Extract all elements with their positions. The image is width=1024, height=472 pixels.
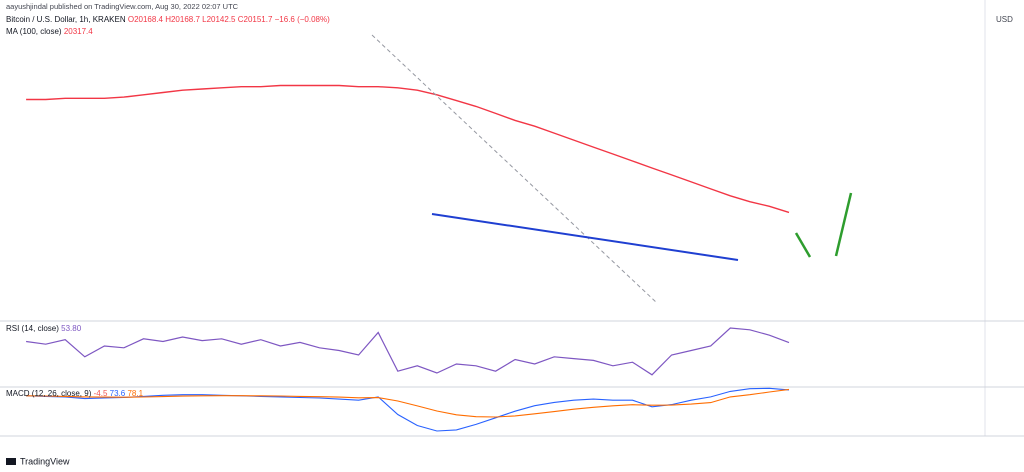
symbol-line: Bitcoin / U.S. Dollar, 1h, KRAKEN O20168… — [6, 15, 330, 24]
publisher: aayushjindal published on TradingView.co… — [6, 2, 239, 11]
macd-line — [26, 388, 790, 418]
ohlc-readout: O20168.4 H20168.7 L20142.5 C20151.7 −16.… — [128, 15, 330, 24]
macd-hist-value: -4.5 — [94, 389, 108, 398]
trend-line — [431, 213, 739, 261]
brand: TradingView — [20, 456, 70, 466]
logo-icon — [6, 458, 16, 465]
price-unit: USD — [996, 15, 1013, 24]
axes — [0, 0, 1024, 437]
ma-name: MA (100, close) — [6, 27, 62, 36]
ma-value: 20317.4 — [64, 27, 93, 36]
macd-title: MACD (12, 26, close, 9) — [6, 389, 92, 398]
macd-legend: MACD (12, 26, close, 9) -4.5 73.6 78.1 — [6, 389, 144, 398]
marks — [26, 84, 790, 432]
symbol-title: Bitcoin / U.S. Dollar, 1h, KRAKEN — [6, 15, 126, 24]
rsi-title: RSI (14, close) — [6, 324, 59, 333]
rsi-legend: RSI (14, close) 53.80 — [6, 324, 82, 333]
rsi-value: 53.80 — [61, 324, 82, 333]
ma-legend: MA (100, close) 20317.4 — [6, 27, 93, 36]
rsi-line — [26, 327, 790, 376]
arrow-up — [834, 192, 853, 257]
macd-value: 73.6 — [110, 389, 126, 398]
arrow-down — [794, 232, 812, 258]
footer-logo: TradingView — [6, 456, 70, 466]
fib-anchor-line — [371, 34, 658, 304]
ma-line — [26, 84, 790, 214]
signal-value: 78.1 — [127, 389, 143, 398]
